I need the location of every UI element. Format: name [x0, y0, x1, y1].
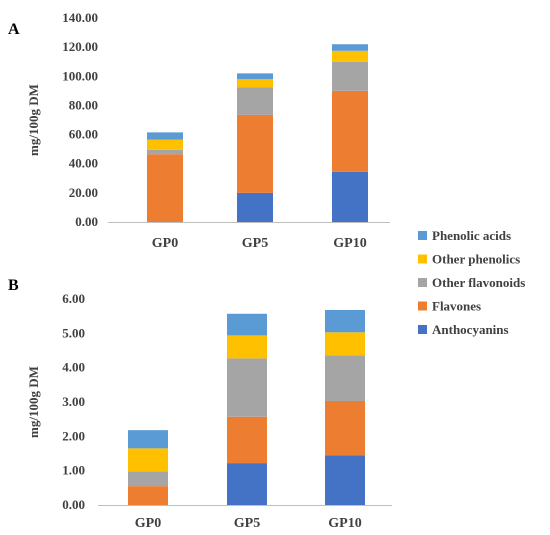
y-tick-label: 40.00 — [69, 156, 98, 171]
bar-phenolic-acids-gp0 — [128, 430, 168, 449]
bar-anthocyanins-gp5 — [237, 192, 273, 222]
bar-phenolic-acids-gp5 — [237, 73, 273, 80]
bar-flavones-gp0 — [147, 154, 183, 222]
legend-label-anthocyanins: Anthocyanins — [432, 322, 509, 337]
bar-anthocyanins-gp10 — [325, 455, 365, 505]
legend: Phenolic acids Other phenolics Other flavo… — [418, 228, 525, 337]
y-tick-label: 20.00 — [69, 185, 98, 200]
bar-other-flavonoids-gp5 — [237, 87, 273, 115]
bar-flavones-gp5 — [237, 114, 273, 193]
panel-label-b: B — [8, 277, 19, 294]
y-tick-label: 80.00 — [69, 97, 98, 112]
y-tick-label: 5.00 — [62, 325, 85, 340]
bar-phenolic-acids-gp5 — [227, 313, 267, 336]
bar-anthocyanins-gp10 — [332, 171, 368, 222]
legend-label-phenolic-acids: Phenolic acids — [432, 228, 511, 243]
x-tick-label: GP0 — [135, 516, 161, 531]
y-tick-label: 60.00 — [69, 127, 98, 142]
bar-flavones-gp10 — [332, 90, 368, 172]
y-tick-label: 0.00 — [75, 214, 98, 229]
bar-other-phenolics-gp10 — [332, 50, 368, 62]
bar-other-flavonoids-gp10 — [332, 61, 368, 91]
bar-other-flavonoids-gp0 — [128, 471, 168, 487]
legend-swatch-phenolic-acids — [418, 231, 427, 240]
legend-label-flavones: Flavones — [432, 299, 481, 314]
bar-flavones-gp5 — [227, 416, 267, 464]
bar-flavones-gp10 — [325, 400, 365, 456]
panel-a: Amg/100g DM 0.00 20.00 40.00 60.00 80.00 100.0… — [8, 10, 390, 251]
y-tick-label: 3.00 — [62, 394, 85, 409]
x-tick-label: GP5 — [234, 516, 260, 531]
bar-phenolic-acids-gp0 — [147, 132, 183, 140]
bar-flavones-gp0 — [128, 486, 168, 505]
y-tick-label: 6.00 — [62, 291, 85, 306]
bar-phenolic-acids-gp10 — [325, 309, 365, 333]
y-tick-label: 120.00 — [62, 39, 98, 54]
y-axis-label-b: mg/100g DM — [26, 366, 41, 438]
y-tick-label: 1.00 — [62, 463, 85, 478]
y-tick-label: 100.00 — [62, 68, 98, 83]
bar-other-phenolics-gp5 — [227, 335, 267, 359]
bar-other-phenolics-gp0 — [128, 448, 168, 472]
legend-label-other-phenolics: Other phenolics — [432, 252, 520, 267]
bar-other-phenolics-gp5 — [237, 79, 273, 88]
bar-other-flavonoids-gp0 — [147, 149, 183, 155]
legend-swatch-other-phenolics — [418, 254, 427, 264]
panel-label-a: A — [8, 21, 20, 38]
bar-other-phenolics-gp10 — [325, 332, 365, 356]
bar-phenolic-acids-gp10 — [332, 44, 368, 51]
bar-other-flavonoids-gp10 — [325, 355, 365, 401]
x-tick-label: GP0 — [152, 236, 178, 251]
bar-other-phenolics-gp0 — [147, 139, 183, 150]
y-tick-label: 2.00 — [62, 428, 85, 443]
legend-label-other-flavonoids: Other flavonoids — [432, 275, 525, 290]
legend-swatch-anthocyanins — [418, 325, 427, 334]
x-tick-label: GP10 — [328, 516, 361, 531]
panel-b: Bmg/100g DM 0.00 1.00 2.00 3.00 4.00 5.00 6.00 G… — [8, 277, 392, 531]
bar-other-flavonoids-gp5 — [227, 358, 267, 417]
y-tick-label: 4.00 — [62, 360, 85, 375]
y-axis-label-a: mg/100g DM — [26, 84, 41, 156]
x-tick-label: GP5 — [242, 236, 268, 251]
y-tick-label: 140.00 — [62, 10, 98, 25]
legend-swatch-flavones — [418, 301, 427, 311]
x-tick-label: GP10 — [333, 236, 366, 251]
legend-swatch-other-flavonoids — [418, 278, 427, 287]
y-tick-label: 0.00 — [62, 497, 85, 512]
bar-anthocyanins-gp5 — [227, 463, 267, 505]
